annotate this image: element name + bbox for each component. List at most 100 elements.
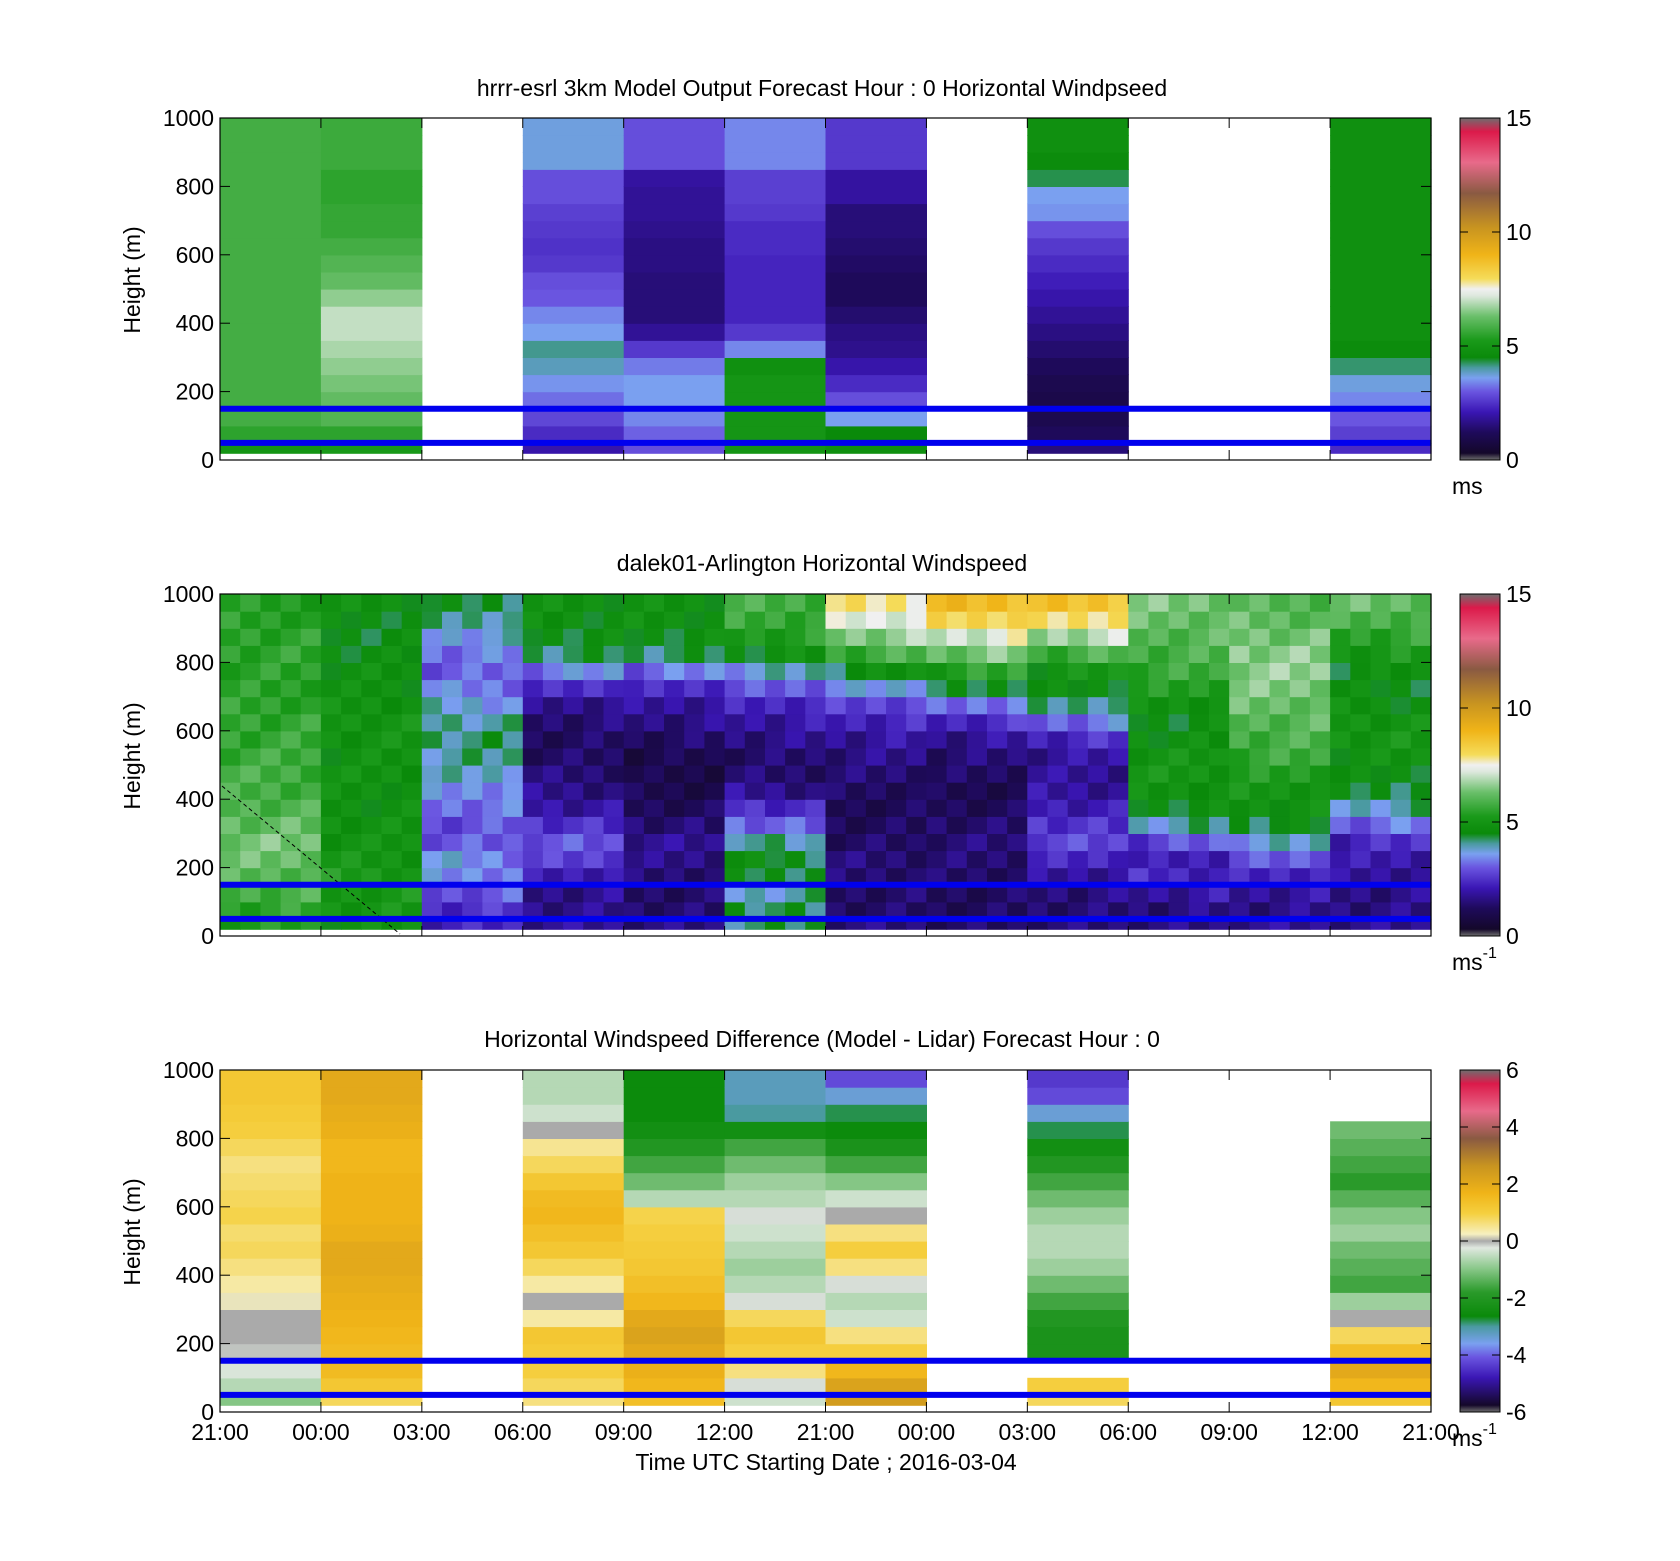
heatmap-cell [623,186,726,205]
heatmap-cell [1148,696,1170,715]
heatmap-cell [1330,679,1351,698]
colorbar-tick-label: 0 [1506,1228,1519,1254]
heatmap-cell [704,884,726,903]
heatmap-cell [220,1258,322,1276]
heatmap-cell [1249,696,1271,715]
heatmap-cell [825,442,927,454]
heatmap-cell [906,696,927,715]
heatmap-cell [603,645,625,663]
heatmap-cells [220,594,1432,930]
heatmap-cell [361,679,383,698]
heatmap-cell [1330,730,1351,749]
heatmap-cell [1390,679,1412,698]
heatmap-cell [320,425,423,444]
heatmap-cell [623,662,645,681]
heatmap-cell [522,645,544,663]
heatmap-cell [744,611,766,629]
heatmap-cell [684,730,705,749]
heatmap-cell [643,867,665,886]
heatmap-cell [1148,867,1170,886]
heatmap-cell [886,628,907,646]
heatmap-cell [1067,765,1089,783]
heatmap-cell [1168,816,1190,834]
heatmap-cell [684,850,705,869]
heatmap-cell [643,679,665,698]
heatmap-cell [1128,611,1150,629]
heatmap-cell [643,901,665,920]
reference-lines [220,881,1431,922]
heatmap-cell [785,594,806,612]
heatmap-cell [1148,747,1170,766]
heatmap-cell [482,645,504,663]
y-tick-label: 0 [201,447,214,473]
heatmap-cell [361,901,383,920]
heatmap-cell [220,1206,322,1225]
heatmap-cell [462,747,483,766]
heatmap-cell [1229,901,1250,920]
heatmap-cell [1309,747,1331,766]
heatmap-cell [1370,816,1392,834]
heatmap-cell [421,594,443,612]
heatmap-cell [623,1206,726,1225]
heatmap-cell [1067,645,1089,663]
heatmap-cell [664,782,685,800]
heatmap-cell [1370,850,1392,869]
heatmap-cell [785,833,806,852]
heatmap-cell [220,1087,322,1105]
heatmap-cell [442,628,463,646]
heatmap-cell [320,169,423,187]
heatmap-cell [563,850,584,869]
heatmap-cell [1410,662,1432,681]
heatmap-cell [341,816,362,834]
heatmap-cell [805,833,827,852]
heatmap-cell [1148,611,1170,629]
heatmap-cell [805,901,827,920]
y-tick-label: 1000 [163,581,214,607]
heatmap-cell [462,594,483,612]
heatmap-cell [987,918,1008,930]
heatmap-cell [1027,730,1049,749]
heatmap-cell [1047,679,1069,698]
heatmap-cell [623,152,726,170]
heatmap-cell [421,884,443,903]
heatmap-cell [1128,884,1150,903]
heatmap-cell [1148,816,1170,834]
heatmap-cell [522,1121,625,1139]
heatmap-cell [1087,594,1109,612]
heatmap-cell [684,918,705,930]
heatmap-cell [704,747,726,766]
heatmap-cell [1330,1326,1432,1345]
heatmap-cell [260,765,282,783]
heatmap-cell [522,374,625,393]
heatmap-cell [623,1326,726,1345]
heatmap-cell [502,594,524,612]
heatmap-cell [421,816,443,834]
heatmap-cell [865,747,887,766]
heatmap-cell [1168,918,1190,930]
heatmap-cell [603,884,625,903]
panel-title: Horizontal Windspeed Difference (Model -… [484,1026,1160,1052]
heatmap-cell [220,782,241,800]
heatmap-cell [704,628,726,646]
colorbar-tick-label: 2 [1506,1171,1519,1197]
heatmap-cell [320,730,342,749]
heatmap-cell [381,594,403,612]
heatmap-cell [220,816,241,834]
heatmap-cell [421,867,443,886]
y-tick-label: 800 [176,649,214,675]
heatmap-cell [1289,867,1311,886]
heatmap-cell [1269,730,1291,749]
heatmap-cell [1289,713,1311,732]
heatmap-cell [1168,799,1190,817]
heatmap-cell [1168,713,1190,732]
heatmap-cell [865,918,887,930]
heatmap-cell [442,816,463,834]
heatmap-cell [1188,747,1210,766]
heatmap-cell [765,645,786,663]
heatmap-cell [502,901,524,920]
heatmap-cell [1108,713,1129,732]
heatmap-cell [522,1326,625,1345]
heatmap-cell [542,799,564,817]
heatmap-cell [1067,833,1089,852]
heatmap-cell [704,833,726,852]
